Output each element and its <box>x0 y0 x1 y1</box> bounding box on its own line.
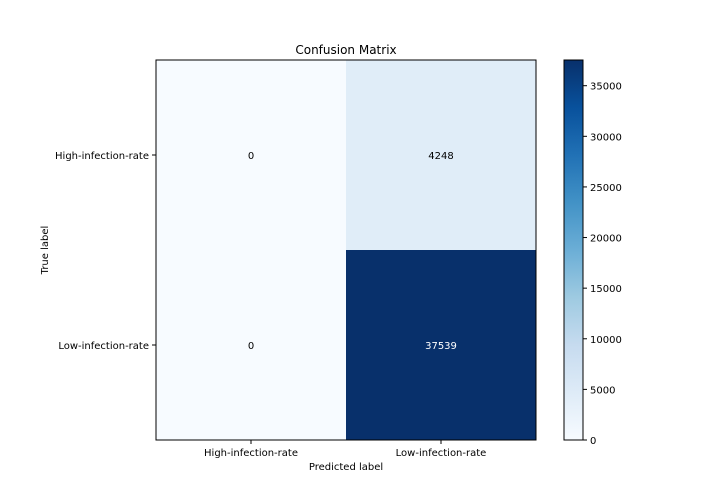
y-axis-ticks: High-infection-rate Low-infection-rate <box>55 151 156 352</box>
y-axis-label: True label <box>40 226 51 276</box>
chart-title: Confusion Matrix <box>295 43 396 57</box>
cell-value-label: 0 <box>248 341 254 352</box>
heatmap-cell <box>346 60 536 250</box>
colorbar-tick-label: 25000 <box>590 183 622 194</box>
colorbar-tick-label: 35000 <box>590 82 622 93</box>
colorbar-tick-label: 15000 <box>590 284 622 295</box>
heatmap-cell <box>346 250 536 440</box>
x-axis-ticks: High-infection-rate Low-infection-rate <box>204 440 486 459</box>
cell-value-labels: 0 4248 0 37539 <box>248 151 457 352</box>
heatmap-cells <box>156 60 536 440</box>
cell-value-label: 37539 <box>425 341 457 352</box>
colorbar-ticks: 0 5000 10000 15000 20000 25000 30000 35000 <box>583 82 622 447</box>
cell-value-label: 0 <box>248 151 254 162</box>
plot-frame <box>155 59 537 441</box>
colorbar-tick-label: 5000 <box>590 385 615 396</box>
heatmap-cell <box>156 60 346 250</box>
colorbar <box>563 59 584 441</box>
x-tick-label: High-infection-rate <box>204 448 298 459</box>
heatmap-cell <box>156 250 346 440</box>
cell-value-label: 4248 <box>428 151 453 162</box>
x-tick-label: Low-infection-rate <box>396 448 487 459</box>
colorbar-tick-label: 0 <box>590 436 596 447</box>
colorbar-tick-label: 10000 <box>590 335 622 346</box>
y-tick-label: Low-infection-rate <box>58 341 149 352</box>
colorbar-tick-label: 20000 <box>590 234 622 245</box>
colorbar-tick-label: 30000 <box>590 132 622 143</box>
y-tick-label: High-infection-rate <box>55 151 149 162</box>
x-axis-label: Predicted label <box>309 462 383 473</box>
